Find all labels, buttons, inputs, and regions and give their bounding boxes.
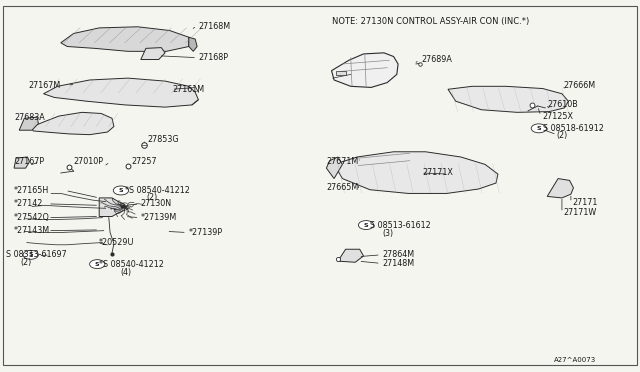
- Text: *20529U: *20529U: [99, 238, 134, 247]
- Text: 27125X: 27125X: [543, 112, 573, 121]
- Text: 27671M: 27671M: [326, 157, 358, 166]
- Text: *27542Q: *27542Q: [14, 213, 50, 222]
- Text: 27853G: 27853G: [147, 135, 179, 144]
- Text: S: S: [28, 252, 33, 257]
- Text: 27610B: 27610B: [547, 100, 578, 109]
- Text: 27689A: 27689A: [421, 55, 452, 64]
- Text: S: S: [536, 126, 541, 131]
- Text: 27148M: 27148M: [383, 259, 415, 268]
- Text: (3): (3): [383, 229, 394, 238]
- Text: 27864M: 27864M: [383, 250, 415, 259]
- Text: *27142: *27142: [14, 199, 44, 208]
- Polygon shape: [141, 48, 165, 60]
- Text: *S 08540-41212: *S 08540-41212: [125, 186, 189, 195]
- Text: (4): (4): [120, 268, 131, 277]
- Polygon shape: [44, 78, 198, 107]
- Polygon shape: [61, 27, 189, 51]
- Polygon shape: [99, 198, 125, 217]
- Text: *27143M: *27143M: [14, 226, 50, 235]
- Polygon shape: [14, 157, 29, 168]
- Text: (2): (2): [20, 258, 32, 267]
- Polygon shape: [189, 37, 197, 51]
- Text: 27167M: 27167M: [29, 81, 61, 90]
- Text: S 08313-61697: S 08313-61697: [6, 250, 67, 259]
- Text: S: S: [364, 222, 369, 228]
- Polygon shape: [31, 112, 114, 135]
- Polygon shape: [547, 179, 573, 198]
- Text: S: S: [118, 188, 124, 193]
- Polygon shape: [334, 152, 498, 193]
- Text: 27666M: 27666M: [563, 81, 595, 90]
- Text: *S 08540-41212: *S 08540-41212: [99, 260, 164, 269]
- Text: *27139P: *27139P: [189, 228, 223, 237]
- Text: 27130N: 27130N: [141, 199, 172, 208]
- Text: A27^A0073: A27^A0073: [554, 357, 596, 363]
- Circle shape: [358, 221, 374, 230]
- Polygon shape: [19, 117, 38, 130]
- Bar: [336, 71, 346, 75]
- Polygon shape: [448, 86, 568, 112]
- Text: NOTE: 27130N CONTROL ASSY-AIR CON (INC.*): NOTE: 27130N CONTROL ASSY-AIR CON (INC.*…: [332, 17, 529, 26]
- Text: S: S: [95, 262, 100, 267]
- Circle shape: [531, 124, 547, 133]
- Text: S 08513-61612: S 08513-61612: [370, 221, 431, 230]
- Circle shape: [113, 186, 129, 195]
- Text: (2): (2): [557, 131, 568, 140]
- Text: 27171X: 27171X: [422, 169, 453, 177]
- Polygon shape: [338, 249, 364, 262]
- Text: 27168P: 27168P: [198, 53, 228, 62]
- Text: 27161M: 27161M: [173, 85, 205, 94]
- Circle shape: [90, 260, 105, 269]
- Text: *27165H: *27165H: [14, 186, 49, 195]
- Text: *27139M: *27139M: [141, 213, 177, 222]
- Text: 27665M: 27665M: [326, 183, 358, 192]
- Circle shape: [23, 250, 38, 259]
- Text: 27168M: 27168M: [198, 22, 230, 31]
- Text: 27257: 27257: [131, 157, 157, 166]
- Text: (2): (2): [146, 193, 157, 202]
- Polygon shape: [326, 157, 342, 179]
- Text: 27683A: 27683A: [14, 113, 45, 122]
- Text: 27167P: 27167P: [14, 157, 44, 166]
- Text: S 08518-61912: S 08518-61912: [543, 124, 604, 133]
- Text: 27010P: 27010P: [74, 157, 104, 166]
- Polygon shape: [332, 53, 398, 87]
- Text: 27171: 27171: [573, 198, 598, 207]
- Text: 27171W: 27171W: [563, 208, 596, 217]
